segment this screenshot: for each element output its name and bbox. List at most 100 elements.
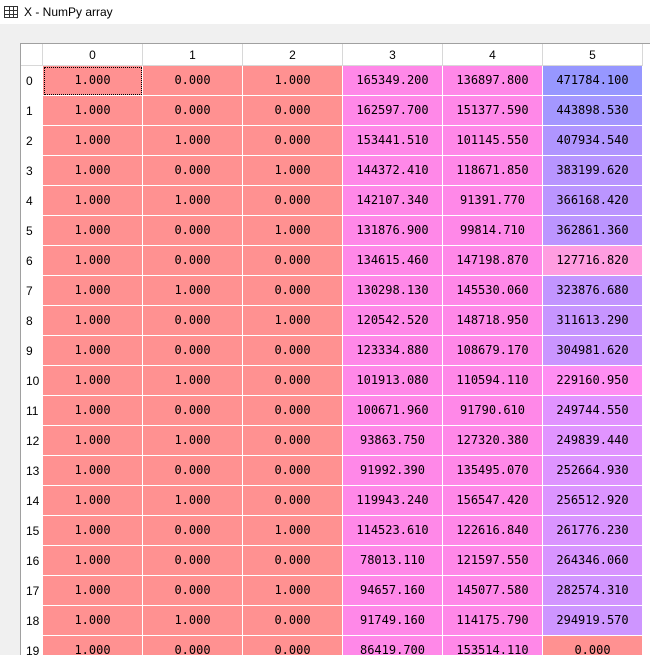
table-cell[interactable]: 101145.550	[443, 126, 543, 156]
table-cell[interactable]: 1.000	[43, 636, 143, 655]
table-cell[interactable]: 1.000	[43, 186, 143, 216]
table-cell[interactable]: 122616.840	[443, 516, 543, 546]
table-cell[interactable]: 249744.550	[543, 396, 643, 426]
table-cell[interactable]: 1.000	[243, 576, 343, 606]
row-header-2[interactable]: 2	[21, 126, 43, 156]
row-header-5[interactable]: 5	[21, 216, 43, 246]
row-header-10[interactable]: 10	[21, 366, 43, 396]
table-cell[interactable]: 0.000	[243, 186, 343, 216]
table-cell[interactable]: 261776.230	[543, 516, 643, 546]
table-cell[interactable]: 1.000	[43, 126, 143, 156]
table-cell[interactable]: 249839.440	[543, 426, 643, 456]
table-cell[interactable]: 0.000	[243, 366, 343, 396]
table-cell[interactable]: 145077.580	[443, 576, 543, 606]
table-cell[interactable]: 1.000	[43, 426, 143, 456]
table-cell[interactable]: 1.000	[143, 366, 243, 396]
table-cell[interactable]: 0.000	[243, 96, 343, 126]
table-cell[interactable]: 0.000	[143, 216, 243, 246]
table-cell[interactable]: 1.000	[243, 216, 343, 246]
table-cell[interactable]: 407934.540	[543, 126, 643, 156]
table-cell[interactable]: 383199.620	[543, 156, 643, 186]
row-header-17[interactable]: 17	[21, 576, 43, 606]
table-cell[interactable]: 1.000	[43, 336, 143, 366]
table-cell[interactable]: 120542.520	[343, 306, 443, 336]
table-cell[interactable]: 135495.070	[443, 456, 543, 486]
row-header-7[interactable]: 7	[21, 276, 43, 306]
table-cell[interactable]: 0.000	[143, 306, 243, 336]
table-cell[interactable]: 0.000	[143, 396, 243, 426]
table-cell[interactable]: 130298.130	[343, 276, 443, 306]
row-header-14[interactable]: 14	[21, 486, 43, 516]
table-cell[interactable]: 78013.110	[343, 546, 443, 576]
table-cell[interactable]: 0.000	[143, 336, 243, 366]
row-header-16[interactable]: 16	[21, 546, 43, 576]
table-cell[interactable]: 0.000	[243, 486, 343, 516]
row-header-6[interactable]: 6	[21, 246, 43, 276]
row-header-12[interactable]: 12	[21, 426, 43, 456]
table-cell[interactable]: 0.000	[243, 636, 343, 655]
table-cell[interactable]: 127320.380	[443, 426, 543, 456]
table-cell[interactable]: 0.000	[543, 636, 643, 655]
table-cell[interactable]: 94657.160	[343, 576, 443, 606]
table-cell[interactable]: 1.000	[43, 246, 143, 276]
table-cell[interactable]: 119943.240	[343, 486, 443, 516]
row-header-8[interactable]: 8	[21, 306, 43, 336]
table-cell[interactable]: 1.000	[43, 456, 143, 486]
table-cell[interactable]: 264346.060	[543, 546, 643, 576]
table-cell[interactable]: 123334.880	[343, 336, 443, 366]
row-header-11[interactable]: 11	[21, 396, 43, 426]
table-cell[interactable]: 162597.700	[343, 96, 443, 126]
table-cell[interactable]: 1.000	[43, 66, 143, 96]
table-cell[interactable]: 91749.160	[343, 606, 443, 636]
table-cell[interactable]: 0.000	[243, 606, 343, 636]
table-cell[interactable]: 294919.570	[543, 606, 643, 636]
column-header-1[interactable]: 1	[143, 44, 243, 66]
table-cell[interactable]: 153514.110	[443, 636, 543, 655]
table-cell[interactable]: 0.000	[243, 426, 343, 456]
table-cell[interactable]: 229160.950	[543, 366, 643, 396]
table-cell[interactable]: 304981.620	[543, 336, 643, 366]
row-header-18[interactable]: 18	[21, 606, 43, 636]
table-cell[interactable]: 121597.550	[443, 546, 543, 576]
table-cell[interactable]: 1.000	[243, 156, 343, 186]
table-cell[interactable]: 110594.110	[443, 366, 543, 396]
table-cell[interactable]: 1.000	[143, 276, 243, 306]
table-cell[interactable]: 1.000	[43, 156, 143, 186]
table-cell[interactable]: 323876.680	[543, 276, 643, 306]
table-cell[interactable]: 1.000	[43, 366, 143, 396]
table-cell[interactable]: 101913.080	[343, 366, 443, 396]
table-cell[interactable]: 1.000	[143, 486, 243, 516]
table-cell[interactable]: 443898.530	[543, 96, 643, 126]
row-header-3[interactable]: 3	[21, 156, 43, 186]
table-cell[interactable]: 142107.340	[343, 186, 443, 216]
table-cell[interactable]: 0.000	[143, 96, 243, 126]
table-cell[interactable]: 1.000	[143, 606, 243, 636]
table-cell[interactable]: 118671.850	[443, 156, 543, 186]
column-header-5[interactable]: 5	[543, 44, 643, 66]
table-cell[interactable]: 0.000	[243, 126, 343, 156]
table-cell[interactable]: 114175.790	[443, 606, 543, 636]
table-cell[interactable]: 1.000	[43, 606, 143, 636]
table-cell[interactable]: 0.000	[243, 456, 343, 486]
table-cell[interactable]: 134615.460	[343, 246, 443, 276]
table-cell[interactable]: 0.000	[243, 546, 343, 576]
table-cell[interactable]: 1.000	[43, 576, 143, 606]
table-cell[interactable]: 471784.100	[543, 66, 643, 96]
table-cell[interactable]: 0.000	[243, 336, 343, 366]
table-cell[interactable]: 1.000	[143, 126, 243, 156]
row-header-9[interactable]: 9	[21, 336, 43, 366]
row-header-0[interactable]: 0	[21, 66, 43, 96]
table-cell[interactable]: 86419.700	[343, 636, 443, 655]
table-cell[interactable]: 114523.610	[343, 516, 443, 546]
table-cell[interactable]: 0.000	[243, 276, 343, 306]
table-cell[interactable]: 0.000	[143, 456, 243, 486]
table-cell[interactable]: 131876.900	[343, 216, 443, 246]
table-cell[interactable]: 100671.960	[343, 396, 443, 426]
table-cell[interactable]: 151377.590	[443, 96, 543, 126]
table-cell[interactable]: 148718.950	[443, 306, 543, 336]
table-cell[interactable]: 252664.930	[543, 456, 643, 486]
table-cell[interactable]: 1.000	[43, 96, 143, 126]
table-cell[interactable]: 93863.750	[343, 426, 443, 456]
table-cell[interactable]: 0.000	[143, 516, 243, 546]
table-cell[interactable]: 256512.920	[543, 486, 643, 516]
